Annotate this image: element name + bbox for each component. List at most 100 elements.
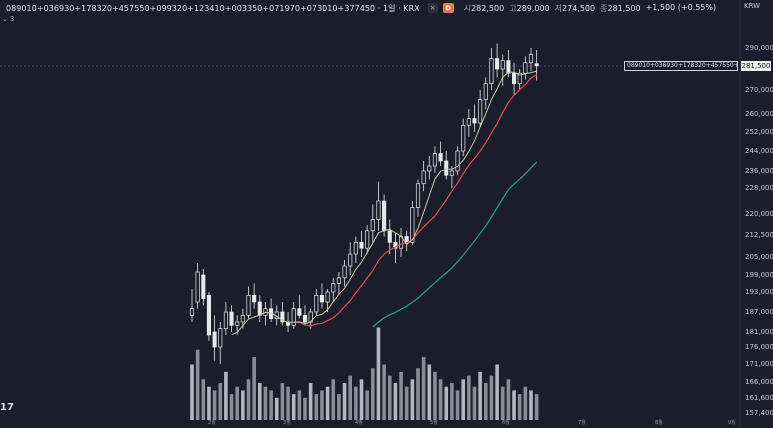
interval-badge[interactable]: D	[442, 3, 454, 13]
candle-body	[246, 294, 251, 316]
volume-bars	[190, 327, 539, 420]
ohlc-values: 시282,500 고289,000 저274,500 종281,500 +1,5…	[464, 3, 716, 14]
volume-bar	[308, 383, 313, 420]
volume-bar	[438, 379, 443, 420]
price-axis-label: 199,000	[745, 271, 773, 279]
candle	[229, 305, 234, 332]
time-axis-label: 5월	[430, 420, 438, 426]
volume-bar	[331, 379, 336, 420]
candle	[455, 146, 460, 176]
volume-bar	[212, 390, 217, 420]
candle	[212, 315, 217, 361]
candle	[218, 322, 223, 364]
candle-body	[235, 321, 240, 326]
price-axis-label: 244,000	[745, 147, 773, 155]
indicator-layers-toggle[interactable]: ⌄ 3	[2, 15, 14, 23]
close-value: 281,500	[607, 3, 641, 13]
candle	[511, 62, 517, 95]
moving-average-long-line	[372, 161, 538, 328]
tradingview-logo-icon[interactable]: 17	[0, 402, 14, 413]
candle-body	[319, 294, 325, 303]
candle-body	[404, 236, 409, 243]
candle	[269, 298, 274, 322]
candle-body	[528, 53, 534, 64]
price-axis-label: 161,600	[745, 394, 773, 402]
currency-label[interactable]: KRW	[744, 2, 761, 10]
candle	[517, 69, 522, 90]
high-label: 고	[509, 3, 517, 13]
volume-bar	[489, 375, 494, 420]
chevron-down-icon: ⌄	[2, 15, 8, 23]
candle-body	[218, 328, 223, 348]
volume-bar	[314, 394, 319, 420]
volume-bar	[484, 383, 488, 420]
volume-bar	[348, 375, 352, 420]
volume-bar	[517, 394, 522, 420]
volume-bar	[399, 371, 403, 420]
candle-body	[223, 311, 228, 330]
candle	[223, 302, 228, 335]
candle-body	[206, 294, 212, 336]
candle	[331, 277, 336, 302]
candle-body	[359, 241, 364, 249]
volume-bar	[286, 386, 290, 420]
candle-body	[297, 308, 302, 316]
candle-body	[336, 277, 341, 284]
candle-body	[432, 153, 438, 167]
change-value: +1,500 (+0.55%)	[645, 2, 717, 12]
candle	[201, 269, 206, 306]
symbol-title[interactable]: 089010+036930+178320+457550+099320+12341…	[6, 3, 420, 13]
grid-lines	[0, 47, 740, 414]
low-value: 274,500	[562, 3, 596, 13]
candle	[336, 272, 341, 296]
candle	[489, 48, 494, 90]
volume-bar	[241, 390, 245, 420]
volume-bar	[258, 383, 262, 420]
candle-body	[410, 207, 415, 243]
volume-bar	[280, 383, 285, 420]
candle-body	[370, 219, 375, 232]
candle	[353, 236, 358, 263]
symbol-legend-tag: 089010+036930+178320+457550+...	[624, 61, 738, 71]
candle-body	[421, 170, 426, 185]
price-axis-label: 270,000	[745, 86, 773, 94]
candle	[393, 233, 398, 263]
candle-body	[393, 241, 398, 249]
candle	[461, 118, 466, 156]
candle-body	[517, 72, 522, 85]
volume-bar	[404, 386, 409, 420]
candle-body	[483, 83, 488, 100]
candlesticks	[189, 43, 539, 364]
open-value: 282,500	[471, 3, 505, 13]
volume-bar	[303, 397, 307, 420]
price-axis-label: 290,000	[745, 44, 773, 52]
candle	[438, 141, 443, 166]
volume-bar	[342, 383, 347, 420]
close-icon[interactable]: ×	[427, 3, 438, 13]
volume-bar	[416, 368, 420, 420]
candle-body	[444, 160, 449, 176]
volume-bar	[371, 368, 375, 420]
candle-body	[449, 170, 454, 176]
volume-bar	[500, 386, 505, 420]
candle	[410, 201, 415, 246]
volume-bar	[455, 390, 460, 420]
candle-body	[466, 118, 471, 126]
price-axis-label: 176,000	[745, 343, 773, 351]
price-axis-label: 220,000	[745, 210, 773, 218]
candle-body	[415, 183, 421, 208]
candle	[421, 161, 426, 192]
volume-bar	[450, 383, 454, 420]
volume-bar	[495, 364, 499, 420]
candle	[523, 56, 528, 80]
volume-bar	[195, 349, 200, 420]
candle-body	[353, 241, 358, 255]
volume-bar	[320, 390, 324, 420]
volume-bar	[461, 379, 465, 420]
candle	[370, 204, 375, 243]
time-axis-label: 4월	[355, 420, 363, 426]
candle-body	[523, 62, 528, 74]
candle	[427, 156, 432, 180]
